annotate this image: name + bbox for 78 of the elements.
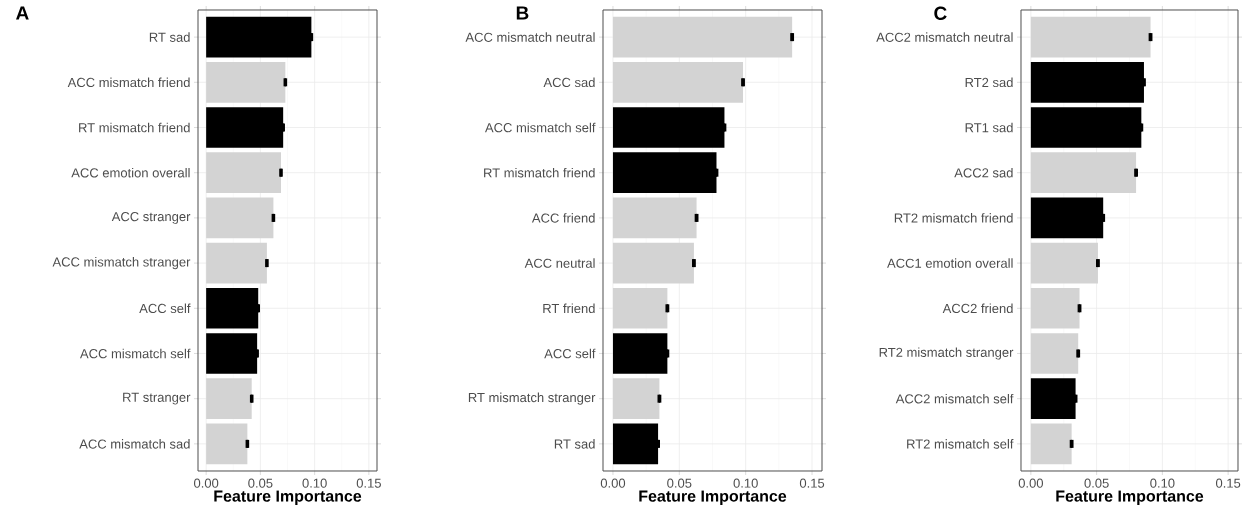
bar [1030,378,1076,420]
y-tick-label: ACC stranger [111,212,191,224]
bar [612,287,668,329]
bar [206,378,252,420]
x-tick-label: 0.15 [799,478,825,488]
bar [1030,423,1072,465]
y-tick-label: ACC emotion overall [71,167,190,178]
bar [1030,333,1079,374]
bar [206,61,286,103]
bar [612,152,717,194]
bar [206,152,281,194]
y-tick-label: ACC mismatch self [79,348,191,359]
bar [612,423,659,465]
y-tick-label: ACC self [544,348,596,359]
y-tick-label: RT stranger [123,392,191,405]
bar [206,423,248,465]
bar [206,242,267,284]
y-tick-label: RT2 sad [965,77,1013,88]
bar [1030,152,1137,194]
y-tick-label: RT friend [543,303,595,314]
x-tick-label: 0.05 [1084,478,1109,488]
bar [1030,16,1151,58]
bar [206,287,259,329]
y-tick-label: ACC mismatch neutral [465,32,595,42]
y-tick-label: ACC mismatch stranger [52,257,191,270]
bar [612,378,660,420]
bar [1030,61,1144,103]
x-tick-label: 0.05 [248,478,273,488]
y-tick-label: ACC mismatch self [484,122,596,133]
y-tick-label: ACC neutral [524,258,595,268]
x-tick-label: 0.00 [1018,478,1044,488]
bar [1030,242,1098,284]
y-tick-label: RT2 mismatch self [907,439,1014,449]
x-tick-label: 0.05 [667,478,692,488]
x-tick-label: 0.00 [194,478,219,488]
bar [612,16,793,58]
y-tick-label: ACC self [139,303,191,314]
y-tick-label: ACC2 mismatch self [895,393,1014,404]
bar [1030,287,1080,329]
x-tick-label: 0.15 [356,478,381,488]
bar [206,16,312,58]
y-tick-label: ACC2 friend [942,303,1013,314]
y-tick-label: RT mismatch stranger [468,392,596,405]
bar [612,197,697,239]
y-tick-label: RT sad [149,32,190,42]
y-tick-label: ACC2 sad [954,167,1013,178]
x-tick-label: 0.10 [1150,478,1175,488]
y-tick-label: RT2 mismatch friend [894,213,1013,223]
y-tick-label: ACC mismatch sad [79,439,190,449]
bar [612,61,744,103]
text: A [16,6,29,20]
x-axis-title: Feature Importance [639,490,787,505]
chart-title: B [516,6,529,20]
y-tick-label: RT1 sad [965,122,1013,133]
bar [612,107,725,148]
x-tick-label: 0.10 [733,478,758,488]
y-tick-label: ACC1 emotion overall [887,258,1013,268]
y-tick-label: RT mismatch friend [484,167,595,178]
y-tick-label: RT2 mismatch stranger [879,347,1014,360]
y-tick-label: RT mismatch friend [79,122,190,133]
bar [1030,107,1142,148]
x-axis-title: Feature Importance [214,490,362,505]
bar [206,107,284,148]
x-tick-label: 0.15 [1215,478,1241,488]
chart-title: C [934,6,947,20]
x-tick-label: 0.10 [302,478,327,488]
y-tick-label: ACC friend [531,213,595,223]
bar [206,197,274,239]
y-tick-label: ACC mismatch friend [67,77,190,88]
y-tick-label: ACC sad [543,77,595,88]
x-axis-title: Feature Importance [1056,490,1204,505]
x-tick-label: 0.00 [600,478,626,488]
bar [612,242,694,284]
bar [612,333,668,374]
bar [206,333,258,374]
y-tick-label: RT sad [554,439,595,449]
bar [1030,197,1104,239]
y-tick-label: ACC2 mismatch neutral [876,32,1013,42]
